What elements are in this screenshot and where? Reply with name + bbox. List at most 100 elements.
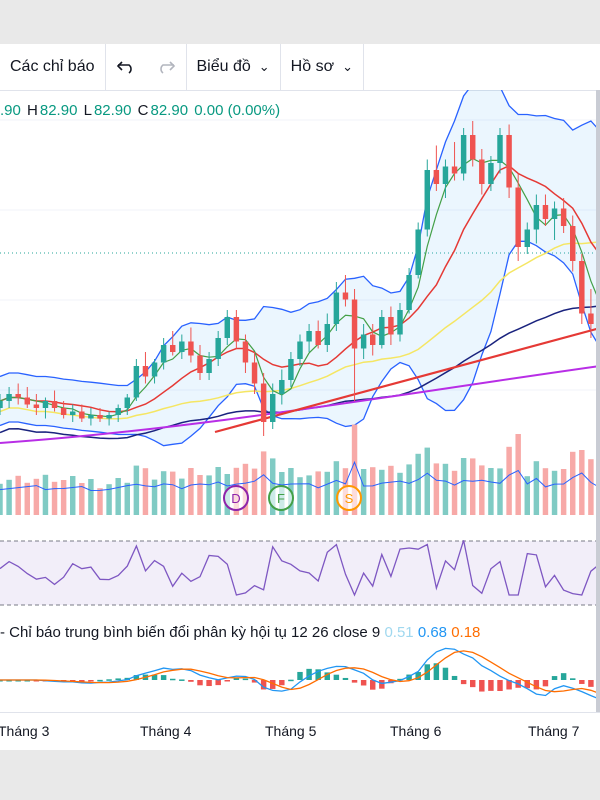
macd-histogram-bar (560, 673, 567, 680)
macd-histogram-bar (306, 668, 312, 680)
ohlc-close: 82.90 (150, 102, 189, 119)
volume-bar (506, 446, 512, 515)
bollinger-band-fill (0, 90, 600, 446)
volume-bar (388, 465, 394, 515)
candle-body (460, 135, 467, 174)
redo-icon (159, 61, 175, 74)
toolbar-divider (279, 44, 281, 90)
macd-histogram-bar (351, 680, 358, 683)
chart-type-menu[interactable]: Biểu đồ ⌄ (187, 44, 280, 90)
volume-bar (206, 475, 212, 515)
candle-body (60, 408, 67, 415)
volume-bar (415, 453, 421, 515)
macd-histogram-bar (433, 663, 440, 680)
candle-body (379, 317, 385, 345)
candle-body (351, 299, 358, 349)
macd-histogram-bar (324, 672, 330, 680)
time-axis[interactable]: Tháng 3 Tháng 4 Tháng 5 Tháng 6 Tháng 7 (0, 712, 600, 751)
event-marker-label: D (231, 491, 240, 506)
macd-histogram-bar (506, 680, 512, 690)
candle-body (424, 170, 430, 230)
candle-body (515, 187, 521, 247)
event-marker-s (336, 485, 362, 511)
macd-histogram-bar (70, 680, 76, 682)
macd-histogram-bar (215, 680, 221, 686)
macd-histogram-bar (315, 669, 321, 680)
macd-histogram-bar (270, 680, 276, 689)
volume-bar (397, 472, 403, 515)
macd-histogram-bar (206, 680, 212, 687)
candle-body (488, 163, 494, 184)
candle-body (342, 292, 349, 300)
volume-bar (479, 465, 485, 515)
rsi-line (0, 540, 600, 597)
candle-body (233, 317, 240, 342)
candle-body (360, 334, 367, 349)
macd-histogram-bar (33, 680, 40, 682)
ohlc-change: 0.00 (0.00%) (194, 102, 281, 119)
indicators-button[interactable]: Các chỉ báo (0, 44, 105, 90)
volume-bar (488, 468, 494, 515)
volume-bar (297, 477, 303, 515)
volume-bar (324, 471, 330, 515)
volume-bar (406, 464, 412, 515)
candle-body (406, 275, 412, 310)
macd-legend: - Chỉ báo trung bình biến đổi phân kỳ hộ… (0, 624, 480, 641)
candle-body (451, 166, 458, 174)
candle-body (224, 317, 230, 338)
macd-histogram-bar (342, 677, 349, 680)
x-tick-label: Tháng 4 (140, 723, 192, 739)
volume-bar (306, 475, 312, 515)
volume-bar (579, 450, 585, 515)
candle-body (497, 135, 503, 163)
macd-histogram-bar (188, 680, 194, 682)
volume-bar (470, 458, 476, 515)
candle-body (106, 415, 112, 419)
chart-menu-label: Biểu đồ (196, 58, 251, 75)
volume-bar (151, 479, 158, 515)
macd-title: - Chỉ báo trung bình biến đổi phân kỳ hộ… (0, 624, 381, 641)
volume-bar (160, 471, 167, 515)
toolbar-divider (185, 44, 187, 90)
volume-bar (0, 483, 3, 515)
candle-body (0, 401, 3, 408)
candle-body (88, 415, 94, 419)
macd-histogram-bar (233, 677, 240, 680)
macd-histogram-bar (151, 674, 158, 680)
undo-button[interactable] (106, 44, 146, 90)
volume-bar (460, 458, 467, 515)
signal-line (0, 650, 600, 695)
volume-bar (515, 434, 521, 515)
volume-bar (370, 467, 376, 515)
profile-menu[interactable]: Hồ sơ ⌄ (281, 44, 363, 90)
macd-histogram-bar (297, 671, 303, 680)
volume-bar (6, 479, 12, 515)
candle-body (115, 408, 121, 415)
volume-bar (433, 463, 440, 515)
macd-histogram-bar (279, 680, 285, 686)
volume-bar (124, 482, 130, 515)
macd-histogram-bar (397, 678, 403, 681)
candle-body (70, 411, 76, 415)
macd-histogram-bar (470, 680, 476, 688)
profile-menu-label: Hồ sơ (290, 58, 335, 75)
candle-body (479, 159, 485, 184)
macd-histogram-bar (524, 680, 530, 689)
candle-body (297, 341, 303, 359)
candle-body (306, 331, 312, 342)
redo-button[interactable] (146, 44, 186, 90)
volume-bar (560, 469, 567, 515)
macd-histogram-bar (379, 680, 385, 689)
volume-bar (179, 478, 185, 515)
candle-body (142, 366, 149, 377)
candle-body (260, 383, 267, 422)
candle-body (333, 292, 340, 324)
price-scale-edge (596, 90, 600, 712)
macd-histogram-bar (6, 680, 12, 682)
candle-body (551, 208, 558, 219)
volume-bar (188, 468, 194, 515)
candle-body (124, 397, 130, 408)
macd-histogram-bar (588, 680, 594, 687)
macd-histogram-bar (88, 680, 94, 682)
